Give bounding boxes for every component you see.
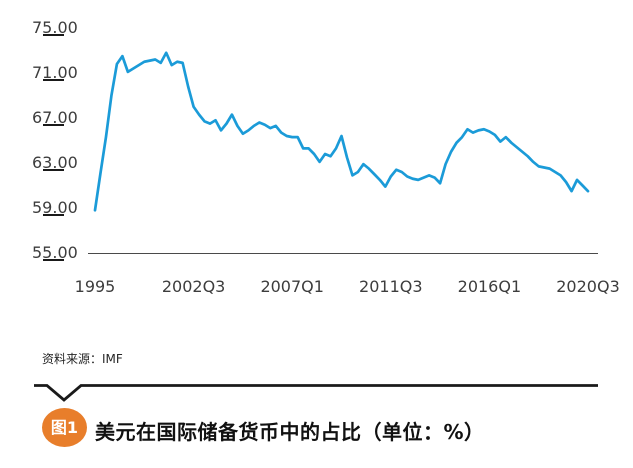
y-axis-tick-label: 67.00 — [32, 108, 78, 127]
x-axis-tick-label: 2020Q3 — [556, 277, 620, 296]
y-axis-tick-label: 55.00 — [32, 243, 78, 262]
x-axis-tick-label: 2016Q1 — [457, 277, 522, 296]
y-axis-tick-underline — [43, 34, 64, 36]
x-axis-tick-label: 2002Q3 — [161, 277, 226, 296]
x-axis-tick-label: 2007Q1 — [260, 277, 324, 296]
x-axis-tick-label: 1995 — [74, 277, 116, 296]
y-axis-tick-underline — [43, 79, 64, 81]
y-axis-tick-label: 75.00 — [32, 18, 78, 37]
y-axis-tick-label: 63.00 — [32, 153, 78, 172]
y-axis-tick-label: 59.00 — [32, 198, 78, 217]
source-label: 资料来源：IMF — [42, 352, 123, 366]
y-axis-tick-underline — [43, 214, 64, 216]
y-axis-tick-underline — [43, 124, 64, 126]
figure-title: 美元在国际储备货币中的占比（单位：%） — [95, 420, 485, 444]
usd-share-trend-line — [93, 51, 590, 212]
figure-number-badge: 图1 — [42, 408, 87, 447]
y-axis-tick-label: 71.00 — [32, 63, 78, 82]
y-axis-tick-underline — [43, 259, 64, 261]
y-axis-tick-underline — [43, 169, 64, 171]
divider-rule-with-notch — [34, 384, 598, 402]
x-axis-tick-label: 2011Q3 — [359, 277, 423, 296]
